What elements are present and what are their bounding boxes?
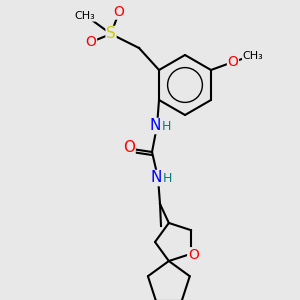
Text: O: O	[123, 140, 135, 155]
Text: CH₃: CH₃	[243, 51, 263, 61]
Text: O: O	[85, 35, 97, 49]
Text: O: O	[227, 55, 239, 69]
Text: O: O	[188, 248, 199, 262]
Text: H: H	[161, 121, 171, 134]
Text: N: N	[149, 118, 161, 134]
Text: CH₃: CH₃	[75, 11, 95, 21]
Text: N: N	[150, 170, 162, 185]
Text: S: S	[106, 26, 116, 41]
Text: H: H	[162, 172, 172, 185]
Text: O: O	[114, 5, 124, 19]
